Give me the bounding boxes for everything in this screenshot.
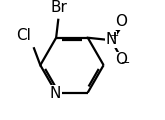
- Text: Br: Br: [50, 0, 67, 15]
- Text: O: O: [115, 14, 128, 29]
- Text: +: +: [110, 31, 119, 42]
- Text: Cl: Cl: [16, 28, 31, 43]
- Text: O: O: [115, 52, 128, 67]
- Text: −: −: [120, 57, 130, 68]
- Text: N: N: [50, 86, 61, 101]
- Text: N: N: [105, 32, 117, 47]
